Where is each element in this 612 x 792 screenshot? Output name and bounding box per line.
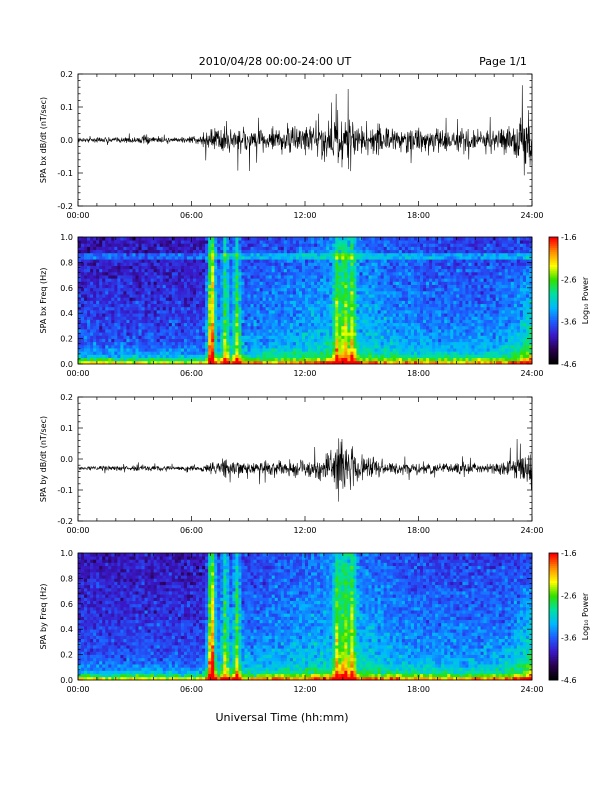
- y-axis-label: SPA bx dB/dt (nT/sec): [39, 97, 48, 183]
- y-tick-label: 1.0: [60, 549, 73, 558]
- x-tick-label: 06:00: [180, 685, 203, 694]
- y-axis-label: SPA by dB/dt (nT/sec): [39, 416, 48, 502]
- panel-2: -1.6 -2.6 -3.6 -4.6 Log₁₀ Power 00:00 06:00 12:…: [39, 233, 590, 378]
- x-tick-label: 06:00: [180, 369, 203, 378]
- colorbar-tick-label: -3.6: [561, 318, 577, 327]
- x-tick-label: 24:00: [520, 369, 543, 378]
- colorbar-tick-label: -3.6: [561, 634, 577, 643]
- page-number: Page 1/1: [479, 55, 527, 68]
- plot-frame: [77, 396, 533, 522]
- colorbar-tick-label: -2.6: [561, 591, 577, 600]
- colorbar: -1.6 -2.6 -3.6 -4.6 Log₁₀ Power: [548, 233, 590, 369]
- colorbar-tick-label: -2.6: [561, 275, 577, 284]
- y-tick-label: 0.8: [60, 574, 73, 583]
- x-tick-label: 18:00: [407, 369, 430, 378]
- y-axis-label: SPA by Freq (Hz): [39, 584, 48, 650]
- x-tick-label: 12:00: [293, 369, 316, 378]
- x-tick-label: 00:00: [66, 211, 89, 220]
- colorbar-frame: [548, 552, 559, 681]
- x-tick-label: 18:00: [407, 211, 430, 220]
- y-tick-label: 0.6: [60, 284, 73, 293]
- y-tick-label: 0.2: [60, 393, 73, 402]
- x-tick-label: 24:00: [520, 685, 543, 694]
- x-tick-label: 00:00: [66, 685, 89, 694]
- colorbar-frame: [548, 236, 559, 365]
- panels: 00:00 06:00 12:00 18:00 24:00 -0.2 -0.1 0.0 0.1 0…: [39, 70, 590, 694]
- y-tick-label: 0.8: [60, 258, 73, 267]
- colorbar-tick-label: -4.6: [561, 676, 577, 685]
- colorbar-tick-label: -1.6: [561, 233, 577, 242]
- x-tick-label: 24:00: [520, 526, 543, 535]
- x-tick-label: 00:00: [66, 369, 89, 378]
- panel-1: 00:00 06:00 12:00 18:00 24:00 -0.2 -0.1 0.0 0.1 0…: [39, 70, 544, 220]
- x-tick-label: 06:00: [180, 526, 203, 535]
- y-tick-label: 0.0: [60, 136, 73, 145]
- colorbar: -1.6 -2.6 -3.6 -4.6 Log₁₀ Power: [548, 549, 590, 685]
- y-tick-label: 0.2: [60, 651, 73, 660]
- y-tick-label: 0.4: [60, 309, 73, 318]
- colorbar-tick-label: -4.6: [561, 360, 577, 369]
- x-tick-label: 18:00: [407, 526, 430, 535]
- y-axis-label: SPA bx Freq (Hz): [39, 268, 48, 334]
- y-tick-label: 0.1: [60, 424, 73, 433]
- x-tick-label: 24:00: [520, 211, 543, 220]
- page-title: 2010/04/28 00:00-24:00 UT: [199, 55, 352, 68]
- y-tick-label: -0.2: [57, 202, 73, 211]
- y-tick-label: -0.1: [57, 169, 73, 178]
- x-tick-label: 12:00: [293, 211, 316, 220]
- y-tick-label: 0.6: [60, 600, 73, 609]
- colorbar-tick-label: -1.6: [561, 549, 577, 558]
- panel-4: -1.6 -2.6 -3.6 -4.6 Log₁₀ Power 00:00 06:00 12:…: [39, 549, 590, 694]
- y-tick-label: 0.0: [60, 455, 73, 464]
- y-tick-label: 0.2: [60, 335, 73, 344]
- waveform-trace: [77, 438, 533, 502]
- y-tick-label: -0.1: [57, 486, 73, 495]
- y-tick-label: 0.1: [60, 103, 73, 112]
- x-tick-label: 12:00: [293, 526, 316, 535]
- y-tick-label: 0.4: [60, 625, 73, 634]
- x-axis-title: Universal Time (hh:mm): [216, 711, 349, 724]
- waveform-trace: [77, 85, 533, 176]
- y-tick-label: 0.0: [60, 360, 73, 369]
- x-tick-label: 00:00: [66, 526, 89, 535]
- y-tick-label: 0.2: [60, 70, 73, 79]
- x-tick-label: 06:00: [180, 211, 203, 220]
- x-tick-label: 18:00: [407, 685, 430, 694]
- y-tick-label: -0.2: [57, 517, 73, 526]
- y-tick-label: 1.0: [60, 233, 73, 242]
- y-tick-label: 0.0: [60, 676, 73, 685]
- colorbar-label: Log₁₀ Power: [581, 276, 590, 324]
- x-tick-label: 12:00: [293, 685, 316, 694]
- colorbar-label: Log₁₀ Power: [581, 592, 590, 640]
- spectrogram: [78, 237, 533, 365]
- spectrogram: [78, 553, 533, 681]
- panel-3: 00:00 06:00 12:00 18:00 24:00 -0.2 -0.1 0.0 0.1 0…: [39, 393, 544, 535]
